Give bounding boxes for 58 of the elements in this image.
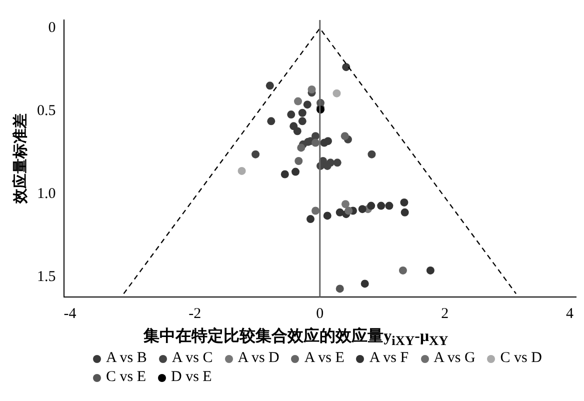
point — [294, 97, 302, 106]
legend-label: A vs C — [170, 349, 213, 368]
point — [336, 284, 344, 293]
legend-label: D vs E — [170, 368, 212, 388]
legend-label: C vs D — [499, 349, 542, 368]
point — [308, 86, 316, 94]
point — [367, 202, 376, 210]
x-tick-label: 4 — [566, 306, 574, 322]
point — [400, 208, 409, 216]
point — [368, 150, 376, 158]
point — [333, 158, 342, 167]
point — [292, 168, 300, 176]
x-tick-label: -2 — [188, 306, 202, 322]
x-tick-label: -4 — [64, 306, 77, 322]
y-axis-title: 效应量标准差 — [10, 114, 29, 204]
point — [332, 89, 341, 98]
point — [298, 108, 306, 117]
x-tick-label: 2 — [441, 306, 449, 322]
point — [287, 110, 296, 119]
legend-label: A vs G — [432, 349, 476, 368]
point — [320, 138, 328, 147]
y-tick-label: 1.5 — [37, 269, 56, 286]
point — [385, 202, 394, 210]
point — [294, 156, 303, 165]
point — [323, 162, 332, 170]
point — [344, 206, 353, 215]
point — [341, 200, 350, 208]
point — [340, 132, 349, 140]
point — [323, 212, 332, 220]
legend-label: A vs B — [105, 349, 147, 368]
point — [377, 202, 386, 210]
point — [293, 127, 302, 136]
point — [426, 266, 434, 274]
point — [398, 266, 407, 274]
point — [267, 117, 276, 126]
point — [266, 82, 274, 90]
point — [238, 166, 246, 175]
point — [312, 206, 320, 215]
legend-label: A vs E — [303, 349, 344, 368]
point — [252, 150, 260, 158]
y-tick-label: 1.0 — [37, 186, 56, 202]
point — [297, 144, 306, 152]
point — [342, 63, 350, 72]
y-tick-label: 0 — [48, 20, 56, 36]
x-tick-label: 0 — [316, 306, 324, 322]
point — [298, 117, 306, 126]
point — [306, 215, 315, 224]
legend-label: A vs F — [368, 349, 409, 368]
x-axis-title: 集中在特定比较集合效应的效应量y$_{iXY}$-μ$_{XY}$ — [142, 326, 450, 350]
y-tick-label: 0.5 — [37, 103, 56, 120]
legend-label: C vs E — [105, 368, 146, 388]
point — [400, 198, 408, 206]
point — [312, 138, 320, 147]
point — [358, 205, 366, 214]
point — [303, 100, 312, 109]
point — [280, 170, 289, 178]
point — [360, 280, 369, 288]
legend-label: A vs D — [236, 349, 280, 368]
